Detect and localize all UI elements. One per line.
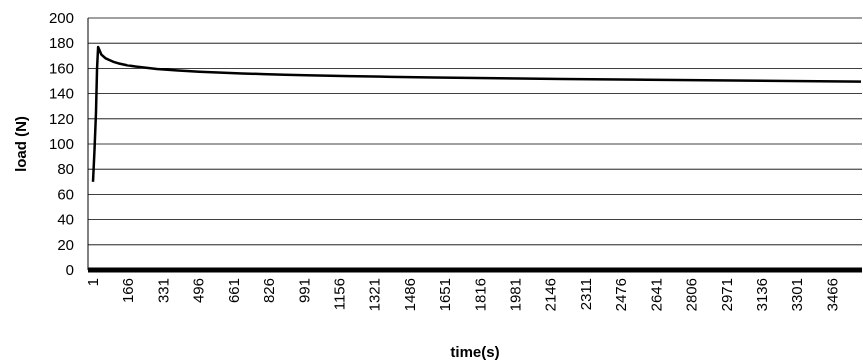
x-tick-label: 3301 [789,278,806,311]
x-axis-title: time(s) [450,344,499,361]
x-tick-label: 2641 [648,278,665,311]
y-tick-label: 40 [57,212,74,229]
y-tick-label: 60 [57,186,74,203]
y-tick-label: 100 [49,136,74,153]
x-tick-label: 2311 [578,278,595,310]
x-tick-label: 2476 [613,278,630,311]
x-tick-label: 3136 [754,278,771,311]
y-tick-label: 80 [57,161,74,178]
y-tick-label: 200 [49,10,74,27]
y-tick-labels: 0 20 40 60 80 100 120 140 160 180 200 [49,10,74,279]
y-tick-label: 180 [49,35,74,52]
x-tick-label: 1816 [472,278,489,311]
y-tick-label: 120 [49,111,74,128]
x-tick-label: 2146 [543,278,560,311]
x-tick-label: 2806 [684,278,701,311]
y-axis-title: load (N) [13,116,30,172]
series-line [91,45,862,182]
x-tick-label: 1486 [402,278,419,311]
y-tick-label: 20 [57,237,74,254]
y-tick-label: 160 [49,60,74,77]
y-tick-label: 140 [49,86,74,103]
x-tick-label: 991 [296,278,313,303]
x-tick-label: 496 [191,278,208,303]
x-tick-label: 166 [120,278,137,303]
x-tick-label: 331 [155,278,172,303]
x-tick-label: 1 [85,278,102,286]
x-tick-label: 661 [226,278,243,303]
x-tick-label: 1981 [508,278,525,311]
x-tick-label: 826 [261,278,278,303]
gridlines [88,17,862,246]
x-tick-label: 3466 [824,278,841,311]
x-tick-label: 1156 [331,278,348,310]
x-tick-label: 1651 [437,278,454,311]
y-tick-label: 0 [66,262,74,279]
x-tick-label: 2971 [719,278,736,311]
x-tick-labels: 1 166 331 496 661 826 991 1156 1321 1486 1651 1816 1… [85,278,841,311]
x-tick-label: 1321 [367,278,384,311]
